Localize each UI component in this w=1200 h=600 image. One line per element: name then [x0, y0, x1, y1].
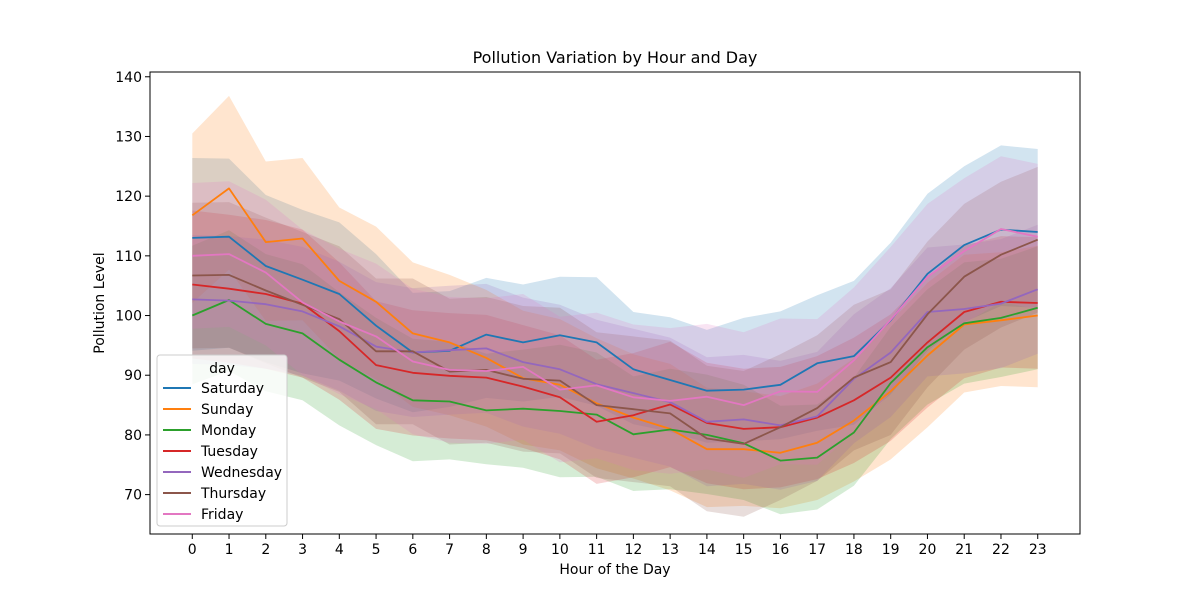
y-tick-label: 120: [115, 189, 142, 205]
x-tick-label: 4: [335, 542, 344, 558]
x-tick-label: 18: [845, 542, 863, 558]
x-tick-label: 2: [261, 542, 270, 558]
y-tick-label: 140: [115, 70, 142, 86]
band-sunday: [192, 95, 1038, 509]
x-tick-label: 21: [955, 542, 973, 558]
x-tick-label: 20: [919, 542, 937, 558]
y-axis: 70 80 90 100 110 120 130 140: [115, 70, 150, 504]
y-tick-label: 90: [124, 368, 142, 384]
y-tick-label: 110: [115, 249, 142, 265]
band-thursday: [192, 166, 1038, 517]
series-lines: [191, 187, 1039, 462]
legend-box: [156, 354, 288, 527]
band-monday: [192, 230, 1038, 515]
line-thursday: [192, 238, 1039, 445]
x-tick-label: 8: [482, 542, 491, 558]
y-axis-label: Pollution Level: [92, 252, 108, 353]
x-tick-label: 17: [808, 542, 826, 558]
x-tick-label: 10: [551, 542, 569, 558]
y-tick-label: 100: [115, 309, 142, 325]
x-tick-label: 3: [298, 542, 307, 558]
x-tick-label: 5: [372, 542, 381, 558]
y-tick-label: 80: [124, 428, 142, 444]
legend-label-wednesday: Wednesday: [201, 465, 282, 481]
x-tick-label: 11: [588, 542, 606, 558]
x-tick-label: 23: [1029, 542, 1047, 558]
band-saturday: [192, 145, 1038, 443]
legend-title: day: [209, 361, 235, 377]
x-tick-label: 7: [445, 542, 454, 558]
legend-label-friday: Friday: [201, 507, 243, 523]
legend-label-thursday: Thursday: [200, 486, 266, 502]
plot-frame: [149, 71, 1081, 535]
x-axis: 0 1 2 3 4 5 6 7 8 9 10 11 12 13 14 15 16 17 18 19 20 21 22 23: [188, 534, 1047, 558]
x-tick-label: 15: [735, 542, 753, 558]
band-wednesday: [192, 224, 1038, 490]
line-friday: [192, 228, 1038, 407]
line-wednesday: [192, 288, 1039, 427]
legend-label-monday: Monday: [201, 423, 256, 439]
x-tick-label: 22: [992, 542, 1010, 558]
confidence-bands: [192, 95, 1038, 517]
x-tick-label: 9: [519, 542, 528, 558]
chart-title: Pollution Variation by Hour and Day: [473, 48, 758, 67]
x-tick-label: 12: [624, 542, 642, 558]
band-tuesday: [192, 210, 1038, 490]
line-sunday: [191, 187, 1038, 454]
band-friday: [192, 156, 1038, 478]
x-tick-label: 13: [661, 542, 679, 558]
x-axis-label: Hour of the Day: [559, 562, 670, 578]
x-tick-label: 1: [225, 542, 234, 558]
x-tick-label: 19: [882, 542, 900, 558]
legend-label-sunday: Sunday: [201, 402, 253, 418]
legend: day Saturday Sunday Monday Tuesday Wednesday…: [156, 354, 288, 527]
y-tick-label: 130: [115, 129, 142, 145]
y-tick-label: 70: [124, 488, 142, 504]
x-tick-label: 16: [772, 542, 790, 558]
legend-label-saturday: Saturday: [201, 381, 264, 397]
line-tuesday: [192, 283, 1038, 430]
x-tick-label: 6: [408, 542, 417, 558]
x-tick-label: 14: [698, 542, 716, 558]
legend-label-tuesday: Tuesday: [200, 444, 258, 460]
line-monday: [191, 299, 1038, 462]
x-tick-label: 0: [188, 542, 197, 558]
